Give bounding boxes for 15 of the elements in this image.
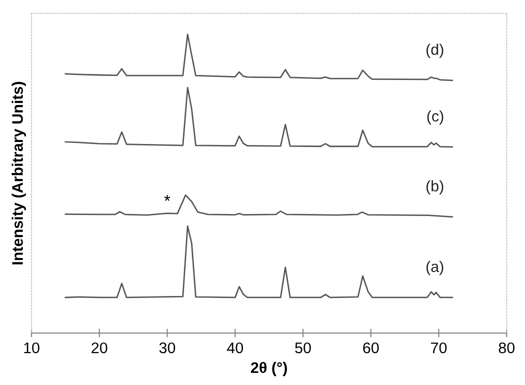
x-tick-label: 70 xyxy=(431,342,447,354)
y-axis-title: Intensity (Arbitrary Units) xyxy=(12,82,26,264)
x-tick-label: 60 xyxy=(363,342,379,354)
series-label: (c) xyxy=(427,110,444,125)
series-label: (a) xyxy=(426,260,444,276)
x-tick-label: 50 xyxy=(295,342,311,354)
x-tick-label: 20 xyxy=(92,342,108,354)
x-axis-title: 2θ (°) xyxy=(250,362,287,376)
x-tick-label: 80 xyxy=(498,342,515,354)
series-label: (d) xyxy=(426,44,444,58)
x-tick-label: 40 xyxy=(226,342,244,354)
x-tick-label: 30 xyxy=(159,342,176,354)
annotation: * xyxy=(164,195,170,201)
x-tick-label: 10 xyxy=(24,342,40,354)
series-label: (b) xyxy=(426,180,444,194)
